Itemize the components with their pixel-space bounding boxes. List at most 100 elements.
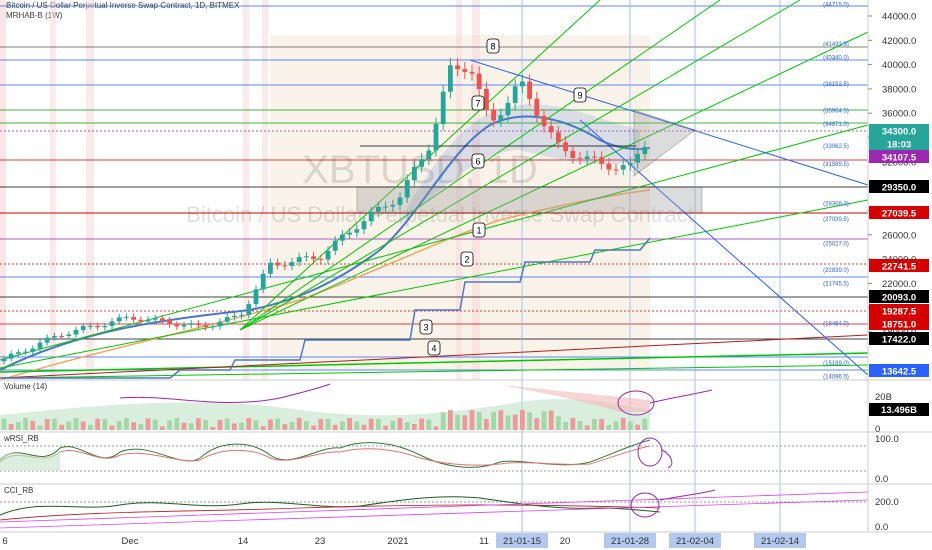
x-tick-highlight [604,533,656,548]
volume-bar [296,418,302,430]
volume-bar [203,419,208,430]
candle-body [246,304,252,315]
volume-bar [347,418,352,430]
volume-bar [397,418,403,430]
candle-body [606,163,612,170]
candle-body [109,321,115,326]
candle-body [361,221,367,230]
cci-tick-0: 0.0 [875,522,888,533]
y-axis[interactable]: 18000.020000.022000.024000.026000.028000… [868,12,916,339]
y-tick-label: 44000.0 [882,12,916,23]
x-tick-label: 21-02-04 [676,536,714,547]
price-badge-label: 19287.5 [882,307,917,318]
volume-bar [282,424,288,430]
volume-bar [563,421,568,430]
level-labels: (44715.0) (41433.5) (40340.0) (38152.5) (359… [823,2,849,380]
volume-bar [23,418,28,430]
candle-body [275,262,280,266]
volume-bar [368,418,374,430]
indicator-label: MRHAB-B (1W) [6,11,63,20]
wave-label-box [460,251,474,267]
volume-bar [340,421,345,430]
candle-body [563,142,568,152]
volume-bar [455,414,460,430]
level-label: (31589.5) [823,162,849,168]
stepped-line [0,237,651,379]
volume-value: 13.496B [881,405,917,416]
moving-averages [0,104,651,381]
x-tick-label: 20 [560,536,571,547]
candle-body [80,326,86,330]
candle-body [145,319,151,322]
candle-body [253,289,259,305]
candle-body [613,169,619,171]
price-badge [869,137,929,150]
volume-bar [246,418,252,430]
volume-bar [570,418,576,430]
chart-title: Bitcoin / US Dollar Perpetual Inverse Sw… [6,1,240,10]
volume-bar [109,425,115,430]
volume-bar [354,421,360,430]
subpane-axis: 20B 0 13.496B 100.0 0.0 200.0 0.0 [869,392,929,533]
x-tick-label: Dec [122,536,139,547]
price-badge [869,124,929,137]
y-tick-label: 38000.0 [882,84,916,95]
price-badge-label: 27039.5 [882,209,917,220]
candle-body [383,206,388,208]
volume-bar [224,418,230,430]
candle-body [188,323,194,325]
x-tick-label: 21-01-28 [611,536,649,547]
volume-bar [44,419,50,430]
candle-body [332,240,338,251]
candle-body [433,124,439,151]
rsi-label: wRSI_RB [4,434,39,443]
wave-label: 7 [475,99,480,109]
volume-bar [174,418,180,430]
candle-body [628,162,633,166]
x-tick-label: 2021 [387,536,408,547]
candle-body [340,234,345,241]
candle-body [167,320,172,325]
price-badge [869,150,929,163]
candle-body [66,334,72,336]
volume-bar [253,420,259,430]
price-badge-label: 18751.0 [882,320,916,331]
wave-label: 9 [577,91,582,101]
volume-bar [16,422,21,430]
candles [1,58,648,364]
wave-label: 4 [431,344,436,354]
candle-body [577,157,583,159]
volume-bar [116,420,122,430]
wave-label-box [573,87,587,103]
volume-bar [232,423,237,430]
x-tick-label: 21-02-14 [761,536,799,547]
volume-bar [440,412,446,430]
rsi-tick-0: 0.0 [875,474,888,485]
volume-bar [52,418,57,430]
price-badge [869,180,929,193]
volume-bar [152,419,158,430]
volume-bar [469,410,475,430]
volume-bar [484,418,489,430]
watermark-name: Bitcoin / US Dollar Perpetual Inverse Sw… [186,202,693,227]
candle-body [8,353,14,359]
range-boxes [356,109,703,214]
candle-body [52,335,57,338]
volume-bar [462,415,468,430]
candle-body [268,262,273,274]
volume-bar [66,421,72,430]
candle-body [440,91,446,125]
background-bands [0,0,650,380]
candle-body [584,156,590,159]
volume-bar [541,411,547,430]
x-axis[interactable]: 6 Dec 14 23 2021 11 21-01-15 20 21-01-28 21-02-04… [2,533,806,548]
x-tick-highlight [754,533,806,548]
price-badge-label: 34300.0 [882,127,916,138]
candle-body [592,156,597,158]
candle-body [95,325,100,328]
volume-bar [577,421,583,430]
level-label: (14096.0) [823,374,849,380]
volume-bar [188,423,194,430]
candle-body [484,88,489,110]
